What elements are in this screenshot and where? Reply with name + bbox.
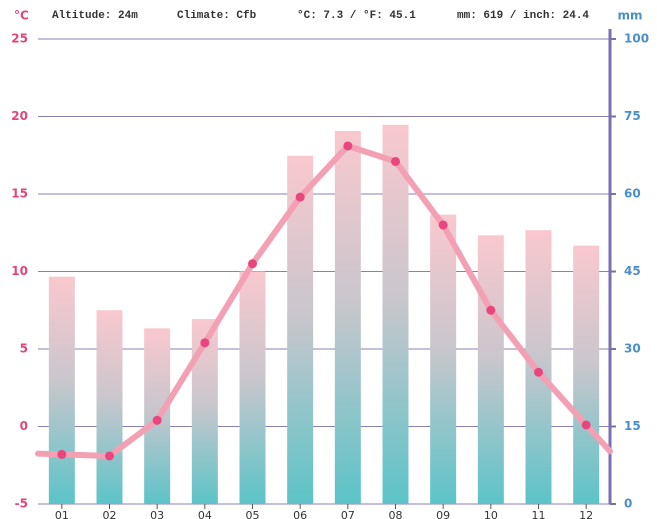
bar	[477, 235, 504, 505]
temperature-point	[343, 141, 353, 151]
bar	[191, 319, 218, 504]
bar	[382, 124, 409, 505]
temperature-line	[61, 142, 589, 459]
temperature-point	[200, 338, 210, 348]
line-extension	[35, 421, 613, 458]
temperature-point	[581, 420, 591, 430]
x-tick-label: 11	[532, 509, 546, 519]
x-tick-label: 08	[389, 509, 403, 519]
bar	[430, 214, 457, 504]
x-tick-label: 02	[103, 509, 117, 519]
x-tick-label: 04	[198, 509, 212, 519]
x-tick-label: 07	[341, 509, 355, 519]
x-tick-label: 12	[579, 509, 593, 519]
x-tick-label: 06	[293, 509, 307, 519]
temperature-point	[534, 367, 543, 377]
y-tick-label: 20	[11, 109, 28, 123]
bar	[96, 310, 123, 504]
y-tick-label: 0	[20, 419, 28, 433]
y-tick-label: 5	[20, 342, 28, 356]
header-item: Climate: Cfb	[177, 10, 257, 22]
bar	[525, 230, 552, 504]
y2-tick-label: 15	[624, 419, 641, 433]
header-item: mm: 619 / inch: 24.4	[457, 10, 589, 22]
temperature-point	[438, 220, 448, 230]
temperature-point	[486, 305, 496, 315]
temperature-point	[152, 415, 162, 425]
bar	[239, 271, 266, 504]
header-item: °C: 7.3 / °F: 45.1	[297, 10, 416, 22]
y2-tick-label: 75	[624, 109, 641, 123]
x-tick-label: 01	[55, 509, 69, 519]
x-tick-label: 03	[150, 509, 164, 519]
bar	[573, 245, 600, 504]
x-tick-label: 10	[484, 509, 498, 519]
x-tick-label: 05	[246, 509, 260, 519]
bar	[334, 130, 361, 504]
y2-tick-label: 100	[624, 32, 649, 46]
y-axis-label: °C	[14, 9, 29, 23]
header-item: Altitude: 24m	[52, 10, 138, 22]
y-tick-label: 10	[11, 264, 28, 278]
y2-tick-label: 60	[624, 187, 641, 201]
temperature-point	[57, 449, 67, 459]
temperature-point	[105, 451, 114, 461]
temperature-point	[248, 259, 257, 269]
y2-tick-label: 45	[624, 264, 641, 278]
y2-tick-label: 30	[624, 342, 641, 356]
y-tick-label: 15	[11, 187, 28, 201]
y-tick-label: -5	[15, 497, 28, 511]
temperature-point	[391, 156, 400, 166]
y2-tick-label: 0	[624, 497, 632, 511]
bar	[48, 276, 75, 504]
y-tick-label: 25	[11, 32, 28, 46]
y2-axis-label: mm	[617, 9, 642, 23]
temperature-point	[295, 192, 305, 202]
x-tick-label: 09	[436, 509, 450, 519]
